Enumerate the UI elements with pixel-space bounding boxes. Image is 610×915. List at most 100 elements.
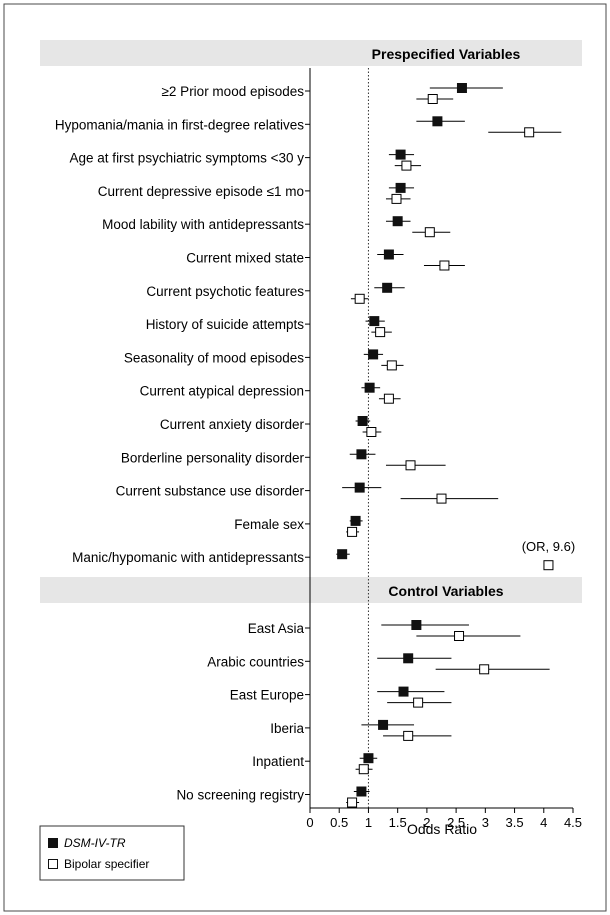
row-current-atypical-depression: Current atypical depression <box>140 382 401 404</box>
bipolar-point <box>524 127 535 138</box>
dsm-point <box>398 686 409 697</box>
dsm-point <box>363 753 374 764</box>
row-label: Seasonality of mood episodes <box>124 350 304 365</box>
row-age-at-first-psychiatric-symptoms-30-y: Age at first psychiatric symptoms <30 y <box>70 149 422 171</box>
dsm-point <box>403 653 414 664</box>
legend: DSM-IV-TR Bipolar specifier <box>39 825 185 881</box>
x-tick-label: 4 <box>540 815 547 830</box>
section-title-prespecified: Prespecified Variables <box>372 46 521 62</box>
row-iberia: Iberia <box>270 719 452 741</box>
section-title-control: Control Variables <box>388 583 503 599</box>
bipolar-point <box>403 730 414 741</box>
dsm-point <box>378 719 389 730</box>
row-label: Inpatient <box>252 754 304 769</box>
x-tick-label: 4.5 <box>564 815 582 830</box>
bipolar-point <box>386 360 397 371</box>
bipolar-point <box>454 631 465 641</box>
bipolar-point <box>375 327 386 338</box>
bipolar-point <box>354 293 365 304</box>
row-label: Iberia <box>270 721 304 736</box>
row-current-anxiety-disorder: Current anxiety disorder <box>160 416 382 437</box>
row-arabic-countries: Arabic countries <box>207 653 550 675</box>
row-label: Age at first psychiatric symptoms <30 y <box>70 151 305 166</box>
section-header-bar-control <box>40 577 582 603</box>
legend-box <box>39 825 185 881</box>
bipolar-point <box>391 193 402 204</box>
row-label: Current atypical depression <box>140 384 304 399</box>
x-tick-label: 1 <box>365 815 372 830</box>
dsm-point <box>432 116 443 127</box>
row-no-screening-registry: No screening registry <box>176 786 370 808</box>
row-label: Current depressive episode ≤1 mo <box>98 184 304 199</box>
row-current-depressive-episode-1-mo: Current depressive episode ≤1 mo <box>98 182 415 204</box>
x-tick-label: 3.5 <box>506 815 524 830</box>
dsm-point <box>411 620 422 630</box>
row-inpatient: Inpatient <box>252 753 378 775</box>
x-tick-label: 1.5 <box>389 815 407 830</box>
row-borderline-personality-disorder: Borderline personality disorder <box>121 449 446 471</box>
row-label: Current psychotic features <box>146 284 304 299</box>
row-current-psychotic-features: Current psychotic features <box>146 282 405 304</box>
row-label: Female sex <box>234 517 304 532</box>
legend-marker-bipolar <box>48 859 58 869</box>
row-label: Borderline personality disorder <box>121 450 305 465</box>
dsm-point <box>368 349 379 360</box>
row-label: History of suicide attempts <box>146 317 305 332</box>
row-label: No screening registry <box>176 788 304 803</box>
row-east-europe: East Europe <box>230 686 452 708</box>
row-hypomania-mania-in-first-degree-relatives: Hypomania/mania in first-degree relative… <box>55 116 562 138</box>
bipolar-point <box>347 797 358 808</box>
dsm-point <box>456 83 467 93</box>
bipolar-annotation: (OR, 9.6) <box>522 539 575 554</box>
x-tick-label: 2.5 <box>447 815 465 830</box>
x-axis: 0 0.5 1 1.5 2 2.5 3 3.5 4 4.5 <box>306 807 582 830</box>
dsm-point <box>350 515 361 526</box>
bipolar-point <box>358 764 369 775</box>
bipolar-point <box>413 697 424 708</box>
x-tick-label: 0.5 <box>330 815 348 830</box>
dsm-point <box>337 549 348 560</box>
row-label: Manic/hypomanic with antidepressants <box>72 550 304 565</box>
bipolar-point <box>347 526 358 537</box>
bipolar-point <box>427 94 438 104</box>
row-label: Hypomania/mania in first-degree relative… <box>55 117 304 132</box>
legend-label-dsm: DSM-IV-TR <box>64 836 126 850</box>
bipolar-point <box>366 427 377 437</box>
row-label: Mood lability with antidepressants <box>102 217 304 232</box>
row-current-substance-use-disorder: Current substance use disorder <box>116 482 499 504</box>
x-tick-label: 3 <box>482 815 489 830</box>
bipolar-point <box>383 393 394 404</box>
rows: ≥2 Prior mood episodes Hypomania/mania in… <box>55 83 575 808</box>
bipolar-point <box>439 260 450 271</box>
dsm-point <box>354 482 365 493</box>
row-label: East Asia <box>248 621 305 636</box>
row-label: Current mixed state <box>186 251 304 266</box>
x-tick-label: 2 <box>423 815 430 830</box>
legend-label-bipolar: Bipolar specifier <box>64 857 149 871</box>
row-label: Current substance use disorder <box>116 484 305 499</box>
row-manic-hypomanic-with-antidepressants: Manic/hypomanic with antidepressants (OR,… <box>72 539 575 571</box>
row-current-mixed-state: Current mixed state <box>186 249 465 271</box>
legend-marker-dsm <box>48 838 58 848</box>
row-mood-lability-with-antidepressants: Mood lability with antidepressants <box>102 216 451 238</box>
dsm-point <box>395 182 406 193</box>
bipolar-point <box>405 460 416 471</box>
dsm-point <box>395 149 406 160</box>
row-2-prior-mood-episodes: ≥2 Prior mood episodes <box>162 83 503 104</box>
row-label: ≥2 Prior mood episodes <box>162 84 305 99</box>
dsm-point <box>369 316 380 327</box>
bipolar-point <box>424 227 435 238</box>
row-history-of-suicide-attempts: History of suicide attempts <box>146 316 392 338</box>
row-label: East Europe <box>230 688 304 703</box>
dsm-point <box>392 216 403 227</box>
row-seasonality-of-mood-episodes: Seasonality of mood episodes <box>124 349 404 371</box>
bipolar-point <box>543 560 554 571</box>
dsm-point <box>382 282 393 293</box>
row-label: Current anxiety disorder <box>160 417 305 432</box>
dsm-point <box>383 249 394 260</box>
dsm-point <box>356 449 367 460</box>
dsm-point <box>364 382 375 393</box>
section-header-bar-prespecified <box>40 40 582 66</box>
row-female-sex: Female sex <box>234 515 363 537</box>
